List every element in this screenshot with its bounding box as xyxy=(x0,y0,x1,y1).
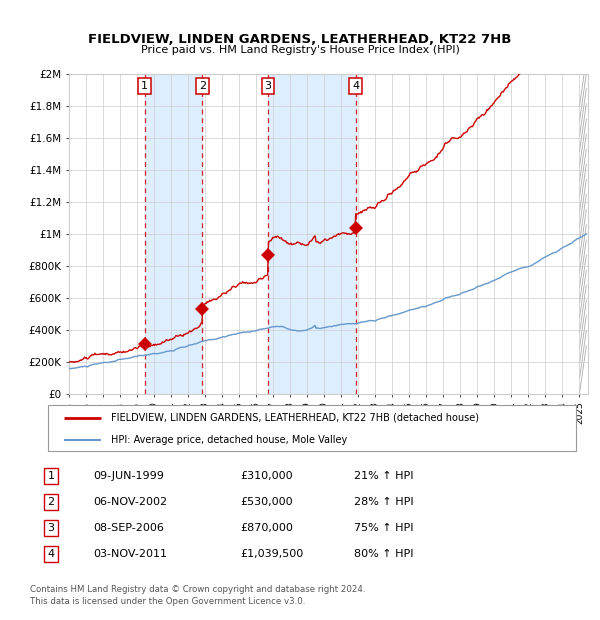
Text: This data is licensed under the Open Government Licence v3.0.: This data is licensed under the Open Gov… xyxy=(30,597,305,606)
Text: 2: 2 xyxy=(199,81,206,91)
Bar xyxy=(145,74,202,394)
Text: 1: 1 xyxy=(47,471,55,481)
Text: 09-JUN-1999: 09-JUN-1999 xyxy=(93,471,164,481)
Text: FIELDVIEW, LINDEN GARDENS, LEATHERHEAD, KT22 7HB (detached house): FIELDVIEW, LINDEN GARDENS, LEATHERHEAD, … xyxy=(112,413,479,423)
Text: 21% ↑ HPI: 21% ↑ HPI xyxy=(354,471,413,481)
Text: Contains HM Land Registry data © Crown copyright and database right 2024.: Contains HM Land Registry data © Crown c… xyxy=(30,585,365,594)
Text: 08-SEP-2006: 08-SEP-2006 xyxy=(93,523,164,533)
Text: 4: 4 xyxy=(47,549,55,559)
Text: 28% ↑ HPI: 28% ↑ HPI xyxy=(354,497,413,507)
Text: 75% ↑ HPI: 75% ↑ HPI xyxy=(354,523,413,533)
Text: FIELDVIEW, LINDEN GARDENS, LEATHERHEAD, KT22 7HB: FIELDVIEW, LINDEN GARDENS, LEATHERHEAD, … xyxy=(88,33,512,46)
Text: 3: 3 xyxy=(47,523,55,533)
Text: 2: 2 xyxy=(47,497,55,507)
Text: 3: 3 xyxy=(265,81,271,91)
Text: 4: 4 xyxy=(352,81,359,91)
Text: £310,000: £310,000 xyxy=(240,471,293,481)
Text: £870,000: £870,000 xyxy=(240,523,293,533)
Text: 1: 1 xyxy=(141,81,148,91)
Text: £1,039,500: £1,039,500 xyxy=(240,549,303,559)
Text: £530,000: £530,000 xyxy=(240,497,293,507)
Text: 06-NOV-2002: 06-NOV-2002 xyxy=(93,497,167,507)
Text: HPI: Average price, detached house, Mole Valley: HPI: Average price, detached house, Mole… xyxy=(112,435,347,445)
Bar xyxy=(268,74,356,394)
Text: 03-NOV-2011: 03-NOV-2011 xyxy=(93,549,167,559)
Text: Price paid vs. HM Land Registry's House Price Index (HPI): Price paid vs. HM Land Registry's House … xyxy=(140,45,460,55)
FancyBboxPatch shape xyxy=(48,405,576,451)
Text: 80% ↑ HPI: 80% ↑ HPI xyxy=(354,549,413,559)
